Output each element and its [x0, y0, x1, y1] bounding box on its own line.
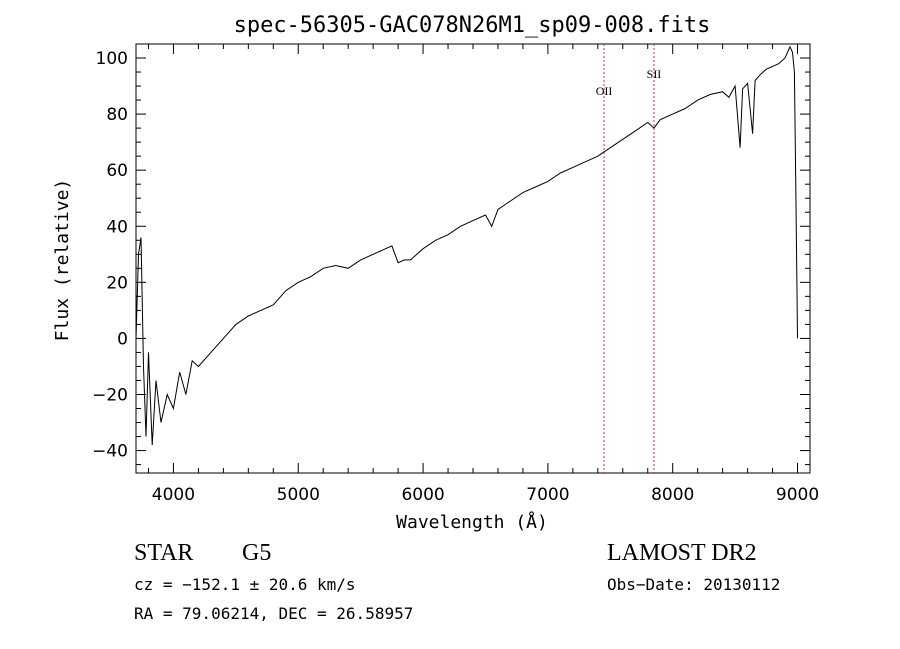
x-tick-label: 6000: [401, 485, 444, 505]
object-subclass: G5: [242, 540, 271, 566]
plot-frame: [135, 43, 811, 474]
reference-line-label: SII: [647, 67, 662, 81]
reference-line-label: OII: [596, 84, 613, 98]
survey-name: LAMOST DR2: [607, 540, 757, 566]
x-tick-label: 9000: [776, 485, 819, 505]
x-tick-label: 5000: [277, 485, 320, 505]
ra-dec-coordinates: RA = 79.06214, DEC = 26.58957: [134, 604, 413, 623]
y-tick-label: −40: [92, 442, 128, 462]
x-tick-label: 7000: [526, 485, 569, 505]
reference-lines: OII SII: [596, 44, 662, 473]
y-axis-label: Flux (relative): [52, 179, 73, 342]
y-axis-ticks: −40 −20 0 20 40 60 80 100: [92, 43, 810, 466]
y-tick-label: 20: [106, 273, 128, 293]
chart-title: spec-56305-GAC078N26M1_sp09-008.fits: [234, 13, 711, 38]
x-axis-ticks: 4000 5000 6000 7000 8000 9000: [147, 44, 819, 505]
y-tick-label: −20: [92, 385, 128, 405]
observation-date: Obs−Date: 20130112: [607, 575, 780, 594]
object-class: STAR: [134, 540, 193, 566]
x-tick-label: 8000: [651, 485, 694, 505]
redshift-velocity: cz = −152.1 ± 20.6 km/s: [134, 575, 356, 594]
x-axis-label: Wavelength (Å): [396, 511, 548, 533]
y-tick-label: 80: [106, 105, 128, 125]
y-tick-label: 0: [117, 329, 128, 349]
flux-series-line: [135, 45, 798, 446]
y-tick-label: 40: [106, 217, 128, 237]
y-tick-label: 60: [106, 161, 128, 181]
y-tick-label: 100: [96, 49, 128, 69]
x-tick-label: 4000: [152, 485, 195, 505]
